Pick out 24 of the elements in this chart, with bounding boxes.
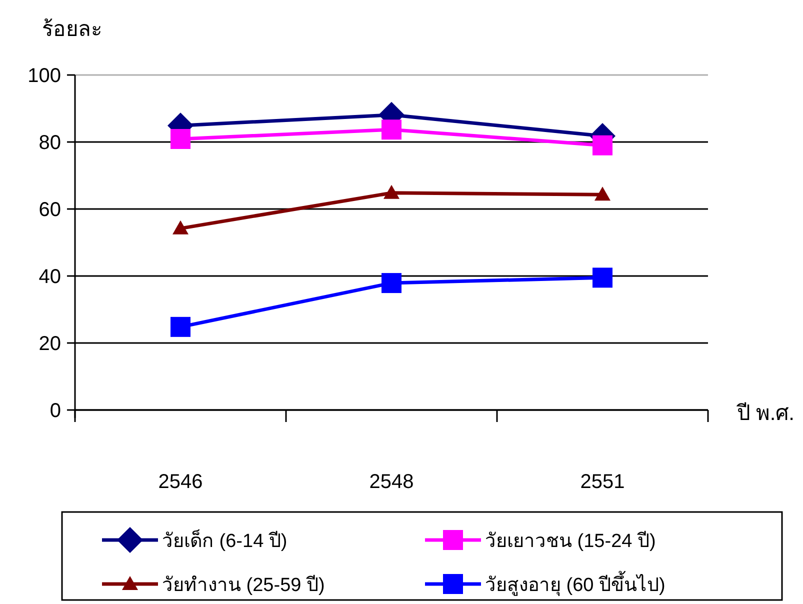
x-tick-label: 2551	[580, 471, 625, 493]
point	[170, 128, 190, 149]
x-tick-label: 2548	[369, 471, 414, 493]
point	[592, 135, 612, 156]
point	[382, 273, 402, 294]
y-tick-label: 60	[38, 199, 61, 221]
y-tick-label: 0	[50, 400, 61, 422]
y-tick-label: 100	[28, 65, 61, 87]
x-axis-title: ปี พ.ศ.	[736, 402, 795, 425]
point	[594, 186, 610, 201]
y-tick-label: 80	[38, 132, 61, 154]
y-axis-title: ร้อยละ	[42, 18, 102, 41]
point	[170, 316, 190, 337]
y-tick-label: 20	[38, 333, 61, 355]
x-tick-label: 2546	[158, 471, 203, 493]
point	[592, 268, 612, 288]
legend-label: วัยสูงอายุ (60 ปีขึ้นไป)	[485, 571, 666, 597]
legend-label: วัยเยาวชน (15-24 ปี)	[485, 530, 656, 552]
legend-label: วัยเด็ก (6-14 ปี)	[162, 528, 288, 552]
point	[382, 120, 402, 140]
legend-label: วัยทำงาน (25-59 ปี)	[162, 574, 325, 596]
point	[384, 184, 400, 199]
y-tick-label: 40	[38, 266, 61, 288]
point	[172, 220, 188, 234]
